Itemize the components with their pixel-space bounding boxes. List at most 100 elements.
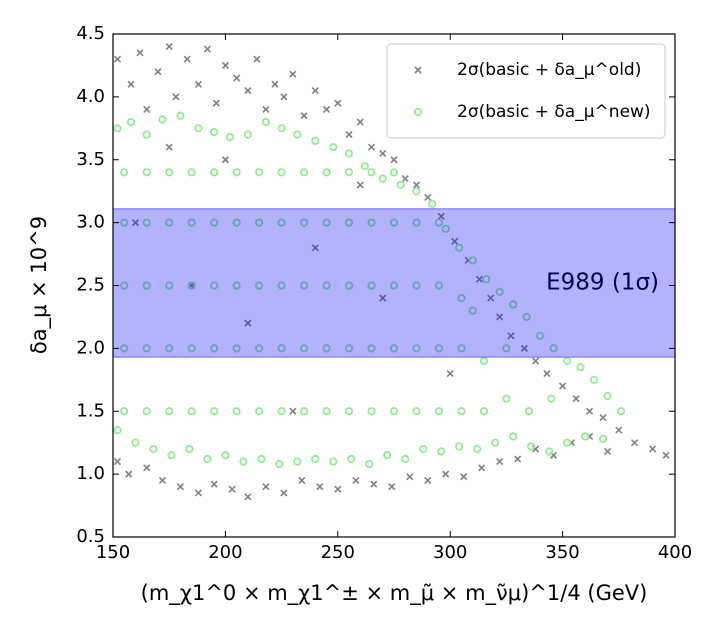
point xyxy=(389,281,399,290)
y-tick-label: 3.0 xyxy=(76,212,105,233)
y-tick-label: 4.0 xyxy=(76,86,105,107)
point xyxy=(344,168,354,177)
point xyxy=(311,87,319,95)
point xyxy=(183,55,191,63)
point xyxy=(255,407,264,416)
point xyxy=(662,451,670,459)
y-axis-label: δa_μ × 10^9 xyxy=(27,216,52,354)
x-tick-label: 300 xyxy=(433,542,467,563)
point xyxy=(572,395,580,403)
point xyxy=(232,344,241,353)
point xyxy=(532,357,540,365)
x-tick-label: 400 xyxy=(658,542,692,563)
point xyxy=(356,181,364,189)
point xyxy=(210,407,219,416)
point xyxy=(586,407,594,415)
point xyxy=(344,407,354,416)
point xyxy=(289,70,297,78)
point xyxy=(255,168,264,177)
x-axis-label: (m_χ1^0 × m_χ1^± × m_μ̃ × m_ν̃μ)^1/4 (Ge… xyxy=(141,581,648,606)
point xyxy=(165,344,174,353)
x-tick-label: 150 xyxy=(96,542,130,563)
point xyxy=(479,407,489,416)
point xyxy=(316,483,324,491)
point xyxy=(120,281,129,290)
point xyxy=(165,143,173,151)
point xyxy=(648,445,657,453)
point xyxy=(299,168,309,177)
point xyxy=(131,219,140,227)
point xyxy=(300,112,308,120)
point xyxy=(120,168,129,177)
point xyxy=(412,344,421,353)
point xyxy=(233,74,241,82)
point xyxy=(239,457,248,466)
point xyxy=(580,432,590,441)
point xyxy=(509,300,518,309)
point xyxy=(437,212,445,220)
point xyxy=(434,218,444,227)
point xyxy=(203,45,211,53)
point xyxy=(194,489,202,497)
point xyxy=(334,99,342,107)
point xyxy=(149,444,158,454)
point xyxy=(559,382,567,390)
point xyxy=(322,407,331,416)
point xyxy=(390,156,398,164)
point xyxy=(491,438,500,447)
point xyxy=(412,187,421,196)
point xyxy=(379,294,387,302)
point xyxy=(367,218,376,227)
point xyxy=(232,407,241,416)
point xyxy=(514,455,522,463)
y-tick-label: 2.0 xyxy=(76,337,105,358)
point xyxy=(221,61,229,70)
point xyxy=(412,181,421,189)
point xyxy=(293,130,302,139)
point xyxy=(311,136,320,145)
point xyxy=(630,439,639,447)
point xyxy=(187,344,196,353)
point xyxy=(367,143,376,151)
point xyxy=(536,331,545,340)
y-tick-label: 3.5 xyxy=(76,149,105,170)
point xyxy=(127,80,135,88)
point xyxy=(289,407,297,415)
point xyxy=(441,224,450,234)
point xyxy=(194,124,203,133)
point xyxy=(457,293,466,303)
point xyxy=(120,407,129,416)
point xyxy=(599,413,607,422)
point xyxy=(120,344,129,353)
point xyxy=(446,369,454,378)
point xyxy=(451,237,459,246)
y-tick-label: 1.5 xyxy=(76,400,105,421)
point xyxy=(482,275,491,284)
legend-box xyxy=(386,43,666,139)
point xyxy=(365,459,374,469)
point xyxy=(142,407,151,416)
point xyxy=(434,281,444,290)
point xyxy=(352,476,360,484)
legend-marker xyxy=(413,107,423,117)
point xyxy=(434,344,444,353)
point xyxy=(434,407,444,416)
point xyxy=(322,218,331,227)
point xyxy=(603,392,612,401)
point xyxy=(322,168,331,177)
point xyxy=(280,93,288,101)
point xyxy=(468,256,477,265)
point xyxy=(562,356,572,366)
point xyxy=(232,281,241,290)
point xyxy=(187,168,196,177)
point xyxy=(167,451,176,460)
point xyxy=(244,493,252,501)
point xyxy=(388,483,396,491)
point xyxy=(502,344,511,353)
point xyxy=(277,218,286,227)
point xyxy=(225,133,234,142)
point xyxy=(280,489,288,497)
point xyxy=(496,313,504,321)
point xyxy=(165,281,174,290)
